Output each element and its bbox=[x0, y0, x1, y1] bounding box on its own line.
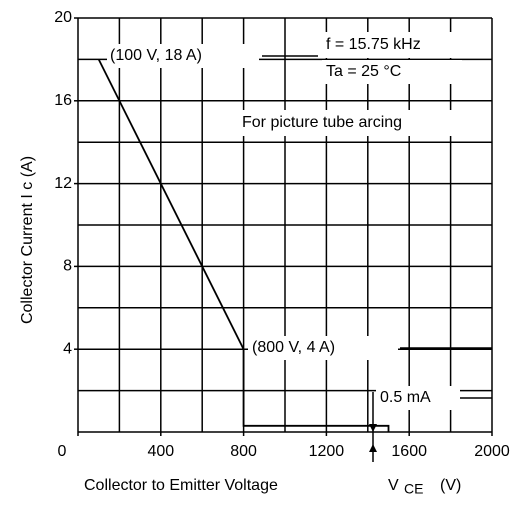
arrowhead bbox=[369, 424, 377, 432]
x-axis-unit: (V) bbox=[440, 477, 461, 494]
annotation: Ta = 25 °C bbox=[326, 63, 401, 80]
annotation-bg bbox=[248, 336, 398, 360]
y-axis-label: Collector Current I c (A) bbox=[19, 156, 36, 324]
x-tick-label: 2000 bbox=[474, 443, 510, 460]
annotation-bg bbox=[238, 110, 490, 136]
annotation-bg bbox=[320, 32, 488, 58]
y-tick-label: 12 bbox=[54, 175, 72, 192]
annotation-bg bbox=[107, 44, 259, 68]
annotation: (800 V, 4 A) bbox=[252, 339, 335, 356]
x-tick-label: 400 bbox=[147, 443, 174, 460]
y-tick-label: 4 bbox=[63, 340, 72, 357]
y-tick-label: 16 bbox=[54, 92, 72, 109]
annotation: (100 V, 18 A) bbox=[110, 47, 202, 64]
x-axis-symbol-sub: CE bbox=[404, 481, 423, 497]
annotation: 0.5 mA bbox=[380, 389, 431, 406]
y-tick-label: 8 bbox=[63, 258, 72, 275]
x-axis-label: Collector to Emitter Voltage bbox=[84, 477, 278, 494]
x-tick-label: 0 bbox=[58, 443, 67, 460]
x-axis-symbol: V bbox=[388, 477, 399, 494]
x-tick-label: 800 bbox=[230, 443, 257, 460]
x-tick-label: 1200 bbox=[309, 443, 345, 460]
annotation: For picture tube arcing bbox=[242, 114, 402, 131]
line bbox=[97, 58, 390, 432]
y-tick-label: 20 bbox=[54, 9, 72, 26]
annotation-bg bbox=[376, 386, 460, 410]
x-tick-label: 1600 bbox=[391, 443, 427, 460]
annotation-bg bbox=[322, 60, 462, 84]
arrowhead bbox=[369, 444, 377, 452]
annotation: f = 15.75 kHz bbox=[326, 36, 421, 53]
